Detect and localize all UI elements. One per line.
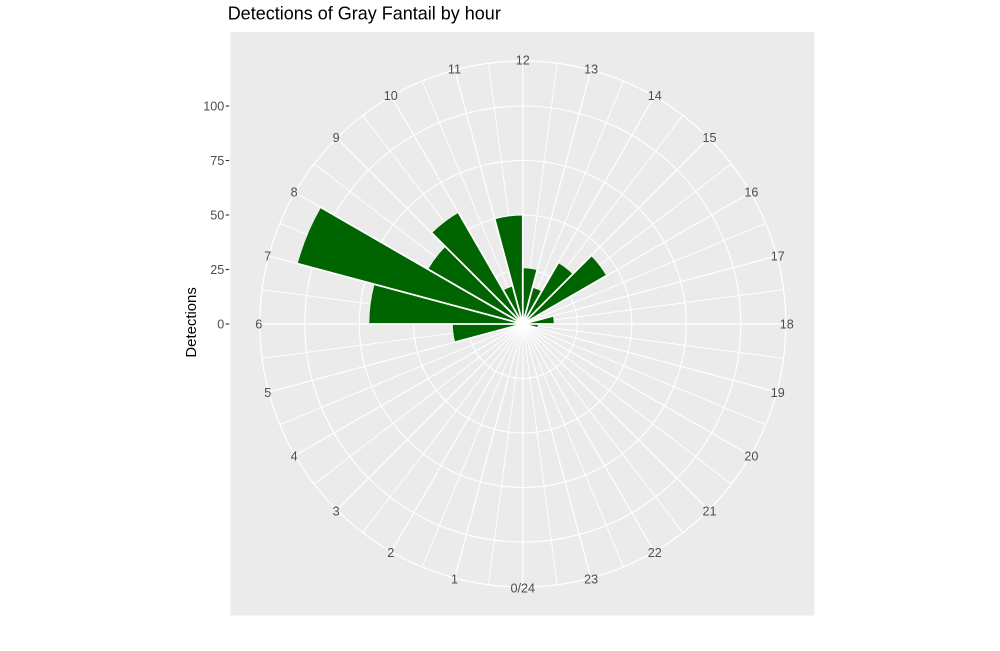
svg-text:75: 75 <box>210 154 224 168</box>
svg-text:7: 7 <box>264 249 271 263</box>
svg-text:25: 25 <box>210 263 224 277</box>
svg-text:17: 17 <box>771 249 785 263</box>
svg-text:20: 20 <box>744 450 758 464</box>
svg-text:3: 3 <box>333 504 340 518</box>
svg-text:8: 8 <box>291 186 298 200</box>
svg-text:50: 50 <box>210 209 224 223</box>
svg-text:0/24: 0/24 <box>511 582 536 596</box>
svg-text:6: 6 <box>255 318 262 332</box>
svg-text:15: 15 <box>702 131 716 145</box>
svg-text:14: 14 <box>648 89 662 103</box>
svg-text:21: 21 <box>702 504 716 518</box>
svg-text:2: 2 <box>387 546 394 560</box>
svg-text:9: 9 <box>333 131 340 145</box>
svg-text:1: 1 <box>451 573 458 587</box>
svg-text:13: 13 <box>584 63 598 77</box>
svg-text:16: 16 <box>744 186 758 200</box>
svg-text:4: 4 <box>291 450 298 464</box>
svg-text:18: 18 <box>780 318 794 332</box>
svg-text:Detections: Detections <box>184 287 200 357</box>
svg-text:22: 22 <box>648 546 662 560</box>
svg-text:5: 5 <box>264 386 271 400</box>
svg-text:11: 11 <box>448 63 461 77</box>
svg-text:100: 100 <box>203 100 224 114</box>
svg-text:10: 10 <box>384 89 398 103</box>
svg-text:Detections of Gray Fantail by: Detections of Gray Fantail by hour <box>228 3 501 23</box>
svg-text:19: 19 <box>771 386 785 400</box>
svg-text:23: 23 <box>584 573 598 587</box>
svg-text:12: 12 <box>516 54 530 68</box>
svg-text:0: 0 <box>217 318 224 332</box>
